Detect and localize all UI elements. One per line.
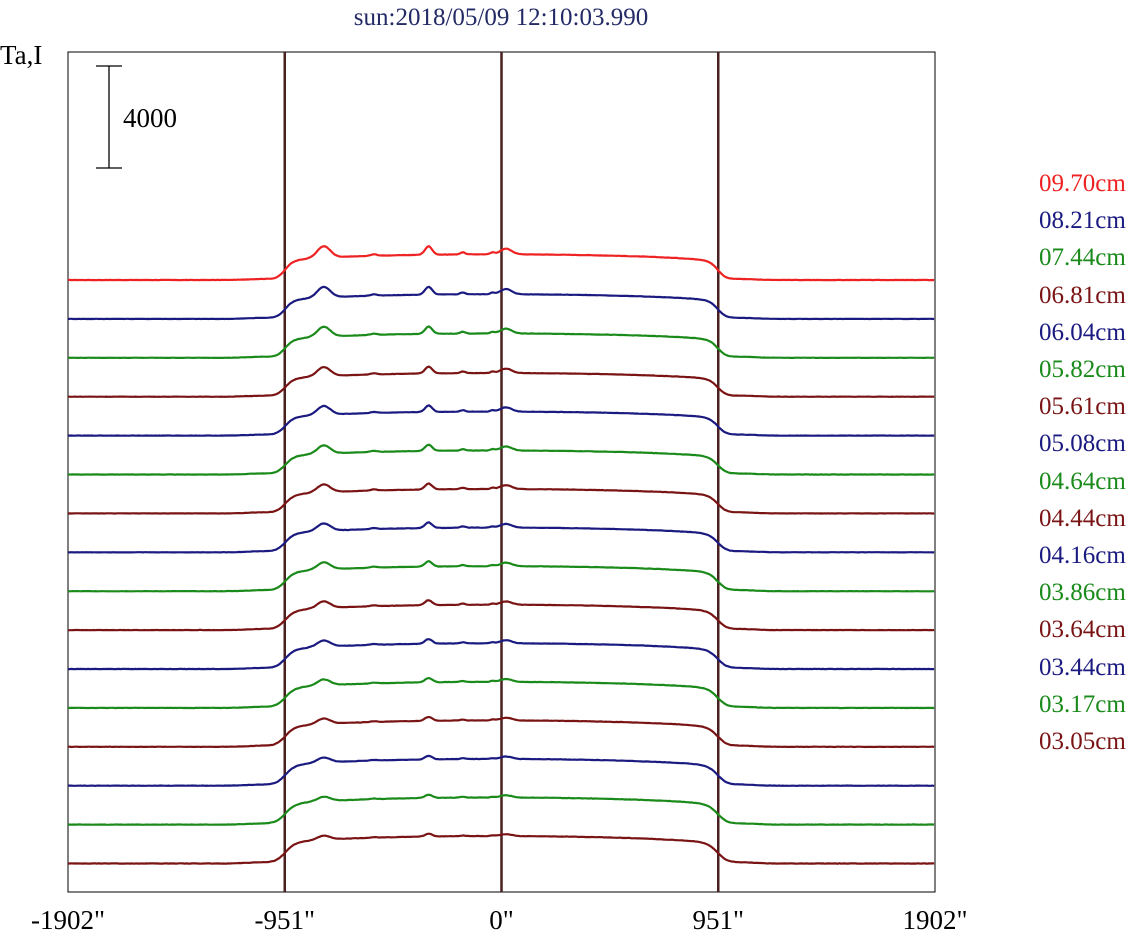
legend-entry: 05.82cm — [1039, 356, 1126, 383]
series-line-03.05cm — [68, 832, 935, 865]
legend-entry: 03.05cm — [1039, 728, 1126, 755]
series-line-03.86cm — [67, 676, 935, 710]
series-line-03.64cm — [68, 715, 935, 749]
series-lines — [67, 244, 935, 865]
x-tick-label: 1902" — [902, 905, 968, 935]
scale-bar — [96, 65, 122, 169]
series-line-07.44cm — [67, 325, 935, 360]
legend-entry: 09.70cm — [1039, 170, 1126, 197]
series-line-09.70cm — [68, 244, 935, 282]
chart-title: sun:2018/05/09 12:10:03.990 — [353, 4, 649, 31]
legend-entry: 07.44cm — [1039, 244, 1126, 272]
legend-entry: 03.17cm — [1039, 690, 1126, 718]
x-tick-label: 0" — [489, 905, 514, 935]
x-tick-label: 951" — [692, 905, 745, 935]
legend-entry: 03.86cm — [1039, 579, 1126, 607]
series-line-06.04cm — [67, 404, 935, 437]
x-tick-label: -951" — [254, 905, 316, 935]
series-line-05.61cm — [67, 482, 935, 515]
legend-entry: 06.04cm — [1039, 318, 1126, 346]
legend-entry: 03.64cm — [1039, 616, 1126, 644]
y-axis-label: Ta,I — [0, 40, 43, 70]
legend-entry: 08.21cm — [1039, 207, 1126, 235]
legend-entry: 04.16cm — [1039, 542, 1126, 569]
vertical-markers — [283, 52, 720, 892]
legend-entry: 05.08cm — [1039, 430, 1126, 458]
x-tick-label: -1902" — [30, 905, 106, 935]
series-line-05.82cm — [67, 443, 935, 476]
series-line-04.44cm — [68, 599, 935, 632]
series-line-04.64cm — [67, 560, 935, 593]
legend-entry: 05.61cm — [1039, 393, 1126, 421]
legend-entry: 04.44cm — [1039, 504, 1126, 532]
legend-entry: 04.64cm — [1039, 467, 1126, 495]
series-line-03.44cm — [68, 754, 935, 788]
series-line-04.16cm — [68, 638, 935, 671]
series-line-03.17cm — [67, 793, 935, 826]
legend-entry: 06.81cm — [1039, 281, 1126, 309]
legend-entry: 03.44cm — [1039, 653, 1126, 681]
series-line-05.08cm — [67, 521, 935, 554]
series-line-06.81cm — [68, 365, 935, 398]
scale-bar-label: 4000 — [123, 103, 177, 133]
series-line-08.21cm — [67, 285, 935, 321]
